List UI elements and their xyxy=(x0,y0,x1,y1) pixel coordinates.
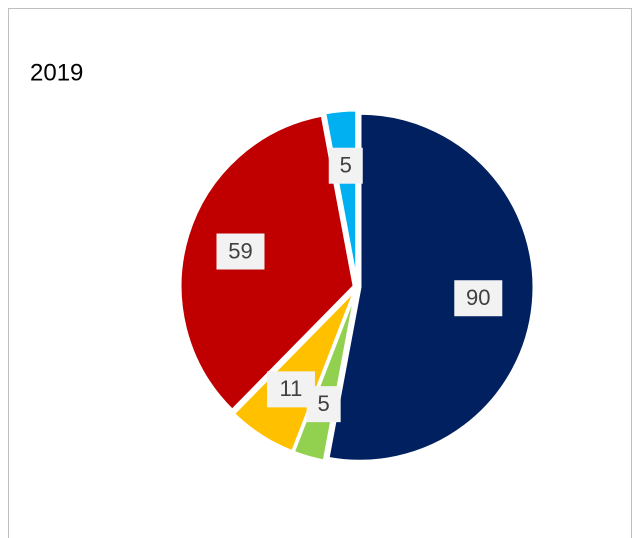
data-label-box xyxy=(454,280,503,317)
data-label: 59 xyxy=(228,238,252,263)
pie-slice xyxy=(326,111,536,463)
data-label-box xyxy=(266,371,315,408)
data-label: 90 xyxy=(466,285,490,310)
data-label-box xyxy=(216,233,265,270)
chart-title: 2019 xyxy=(30,59,83,86)
data-label-box xyxy=(328,147,363,184)
data-label: 11 xyxy=(280,376,303,401)
pie-slice xyxy=(231,288,357,454)
data-label: 5 xyxy=(318,391,330,416)
pie-slice xyxy=(178,113,356,413)
data-label: 5 xyxy=(340,153,352,178)
